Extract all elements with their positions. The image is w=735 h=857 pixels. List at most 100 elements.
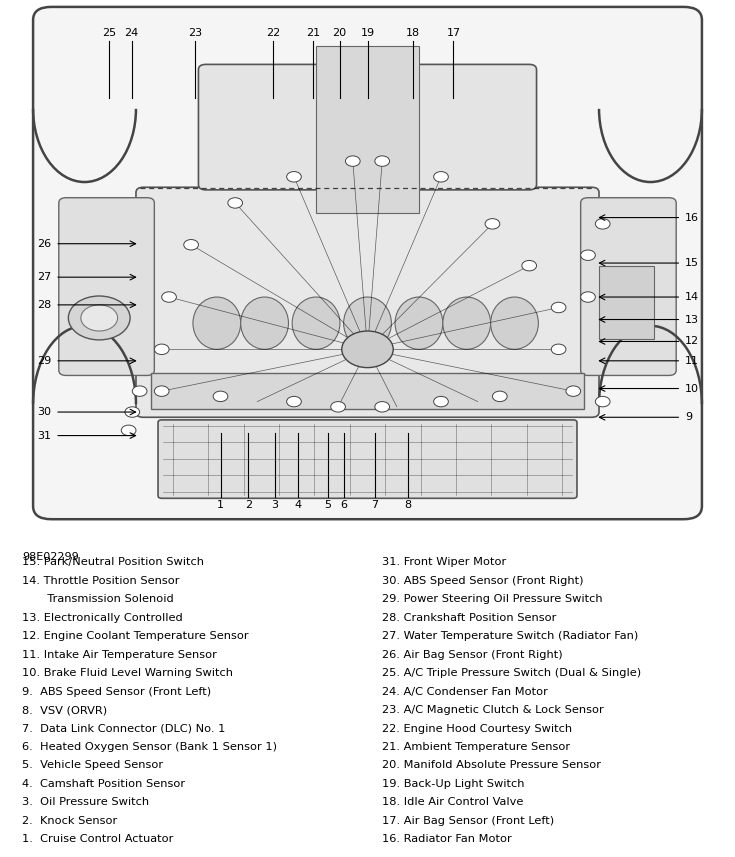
Text: 15: 15 (685, 258, 699, 268)
Circle shape (492, 391, 507, 402)
FancyBboxPatch shape (33, 7, 702, 519)
Text: 3.  Oil Pressure Switch: 3. Oil Pressure Switch (22, 797, 149, 807)
Text: 7.  Data Link Connector (DLC) No. 1: 7. Data Link Connector (DLC) No. 1 (22, 723, 226, 734)
Text: 21. Ambient Temperature Sensor: 21. Ambient Temperature Sensor (382, 742, 570, 752)
Ellipse shape (240, 297, 288, 350)
Text: 16. Radiator Fan Motor: 16. Radiator Fan Motor (382, 834, 512, 844)
Text: 27. Water Temperature Switch (Radiator Fan): 27. Water Temperature Switch (Radiator F… (382, 632, 639, 641)
Circle shape (162, 291, 176, 303)
Text: 9: 9 (685, 412, 692, 423)
Ellipse shape (293, 297, 340, 350)
Text: 24: 24 (124, 27, 139, 38)
Circle shape (287, 396, 301, 407)
Text: 7: 7 (371, 500, 379, 510)
Text: 2: 2 (245, 500, 252, 510)
Circle shape (434, 396, 448, 407)
Text: 29. Power Steering Oil Pressure Switch: 29. Power Steering Oil Pressure Switch (382, 595, 603, 604)
FancyBboxPatch shape (136, 188, 599, 417)
Text: 30. ABS Speed Sensor (Front Right): 30. ABS Speed Sensor (Front Right) (382, 576, 584, 586)
Circle shape (342, 331, 393, 368)
Circle shape (375, 156, 390, 166)
Circle shape (154, 345, 169, 355)
Text: 1.  Cruise Control Actuator: 1. Cruise Control Actuator (22, 834, 173, 844)
Circle shape (132, 386, 147, 397)
Text: Transmission Solenoid: Transmission Solenoid (22, 595, 173, 604)
Text: 23: 23 (187, 27, 202, 38)
Circle shape (121, 425, 136, 435)
Text: 24. A/C Condenser Fan Motor: 24. A/C Condenser Fan Motor (382, 686, 548, 697)
Bar (316, 46, 419, 213)
Text: 25. A/C Triple Pressure Switch (Dual & Single): 25. A/C Triple Pressure Switch (Dual & S… (382, 668, 642, 678)
Text: 29: 29 (37, 356, 51, 366)
Text: 11: 11 (685, 356, 699, 366)
FancyBboxPatch shape (158, 420, 577, 498)
Text: 13: 13 (685, 315, 699, 325)
Text: 22. Engine Hood Courtesy Switch: 22. Engine Hood Courtesy Switch (382, 723, 573, 734)
Circle shape (434, 171, 448, 182)
Circle shape (331, 402, 345, 412)
Text: 20: 20 (332, 27, 347, 38)
Text: 19: 19 (360, 27, 375, 38)
Circle shape (287, 171, 301, 182)
Circle shape (522, 261, 537, 271)
Circle shape (154, 386, 169, 397)
Text: 25: 25 (101, 27, 116, 38)
Text: 12. Engine Coolant Temperature Sensor: 12. Engine Coolant Temperature Sensor (22, 632, 248, 641)
Text: 19. Back-Up Light Switch: 19. Back-Up Light Switch (382, 779, 525, 789)
Circle shape (345, 156, 360, 166)
FancyBboxPatch shape (59, 198, 154, 375)
Text: 17: 17 (446, 27, 461, 38)
Text: 16: 16 (685, 213, 699, 223)
Text: 98E02299: 98E02299 (22, 552, 79, 562)
Text: 9.  ABS Speed Sensor (Front Left): 9. ABS Speed Sensor (Front Left) (22, 686, 211, 697)
Ellipse shape (395, 297, 442, 350)
Text: 13. Electronically Controlled: 13. Electronically Controlled (22, 613, 183, 623)
Circle shape (81, 305, 118, 331)
Text: 1: 1 (217, 500, 224, 510)
Text: 27: 27 (37, 273, 51, 282)
Circle shape (125, 407, 140, 417)
Text: 23. A/C Magnetic Clutch & Lock Sensor: 23. A/C Magnetic Clutch & Lock Sensor (382, 705, 604, 715)
Text: 17. Air Bag Sensor (Front Left): 17. Air Bag Sensor (Front Left) (382, 816, 554, 826)
Text: 26. Air Bag Sensor (Front Right): 26. Air Bag Sensor (Front Right) (382, 650, 563, 660)
Text: 31: 31 (37, 430, 51, 440)
Bar (599, 266, 654, 339)
Text: 10: 10 (685, 384, 699, 393)
Ellipse shape (193, 297, 240, 350)
Text: 4.  Camshaft Position Sensor: 4. Camshaft Position Sensor (22, 779, 185, 789)
Ellipse shape (343, 297, 391, 350)
Text: 20. Manifold Absolute Pressure Sensor: 20. Manifold Absolute Pressure Sensor (382, 760, 601, 770)
Text: 10. Brake Fluid Level Warning Switch: 10. Brake Fluid Level Warning Switch (22, 668, 233, 678)
Circle shape (566, 386, 581, 397)
Text: 8: 8 (404, 500, 412, 510)
Text: 26: 26 (37, 239, 51, 249)
Text: 4: 4 (295, 500, 302, 510)
Bar (151, 373, 584, 410)
Circle shape (375, 402, 390, 412)
FancyBboxPatch shape (581, 198, 676, 375)
Text: 30: 30 (37, 407, 51, 417)
Text: 12: 12 (685, 337, 699, 346)
Circle shape (581, 291, 595, 303)
Text: 8.  VSV (ORVR): 8. VSV (ORVR) (22, 705, 107, 715)
Text: 11. Intake Air Temperature Sensor: 11. Intake Air Temperature Sensor (22, 650, 217, 660)
Circle shape (581, 250, 595, 261)
Circle shape (551, 303, 566, 313)
Text: 14: 14 (685, 292, 699, 302)
Circle shape (184, 239, 198, 250)
Text: 28: 28 (37, 300, 51, 310)
Circle shape (485, 219, 500, 229)
Text: 18. Idle Air Control Valve: 18. Idle Air Control Valve (382, 797, 523, 807)
Text: 5: 5 (324, 500, 331, 510)
Circle shape (213, 391, 228, 402)
Text: 28. Crankshaft Position Sensor: 28. Crankshaft Position Sensor (382, 613, 556, 623)
Circle shape (68, 296, 130, 340)
Text: 14. Throttle Position Sensor: 14. Throttle Position Sensor (22, 576, 179, 586)
Text: 2.  Knock Sensor: 2. Knock Sensor (22, 816, 118, 826)
Circle shape (228, 198, 243, 208)
Text: 5.  Vehicle Speed Sensor: 5. Vehicle Speed Sensor (22, 760, 163, 770)
Text: 18: 18 (406, 27, 420, 38)
Ellipse shape (490, 297, 538, 350)
Circle shape (595, 219, 610, 229)
Text: 21: 21 (306, 27, 320, 38)
